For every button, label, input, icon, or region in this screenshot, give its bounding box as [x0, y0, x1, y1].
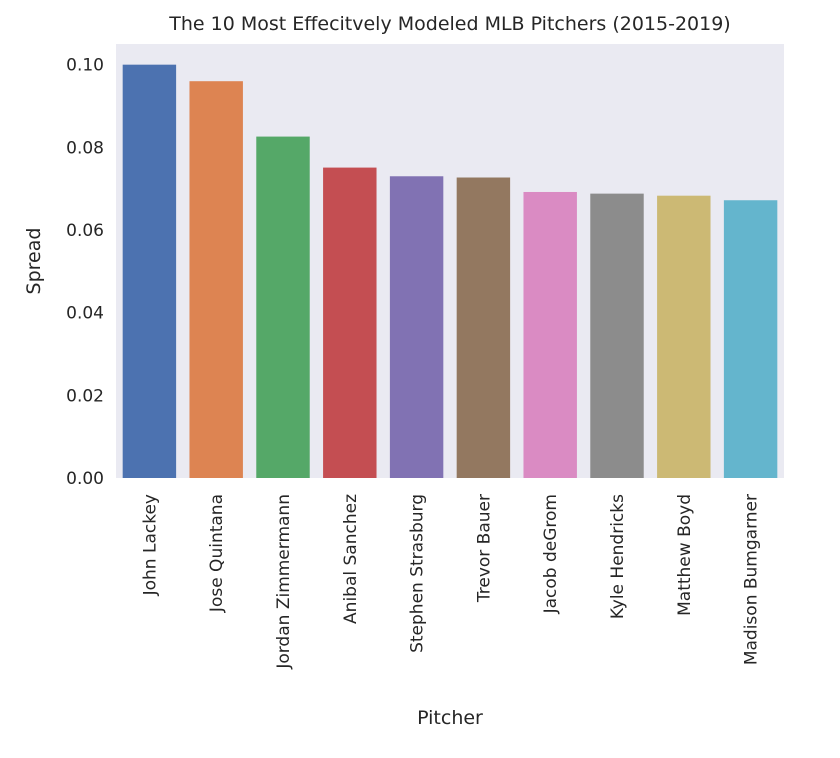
x-tick-label: Stephen Strasburg [408, 494, 428, 653]
x-tick-label: Jacob deGrom [541, 494, 561, 614]
bar-anibal-sanchez [323, 167, 377, 478]
x-tick-label: Kyle Hendricks [608, 494, 628, 619]
bar-kyle-hendricks [590, 193, 644, 479]
y-tick-label: 0.06 [66, 221, 104, 241]
x-tick-label: Jose Quintana [207, 494, 227, 613]
bar-jacob-degrom [523, 191, 577, 478]
bar-john-lackey [122, 64, 177, 479]
bar-stephen-strasburg [389, 176, 444, 478]
y-axis-ticks: 0.00 0.02 0.04 0.06 0.08 0.10 [66, 56, 104, 489]
bars-group [122, 64, 778, 479]
x-axis-ticks: John Lackey Jose Quintana Jordan Zimmerman… [140, 494, 761, 670]
bar-trevor-bauer [456, 177, 511, 479]
chart-title: The 10 Most Effecitvely Modeled MLB Pitc… [168, 13, 730, 35]
x-tick-label: Trevor Bauer [474, 494, 494, 603]
bar-matthew-boyd [657, 195, 711, 478]
x-axis-label: Pitcher [417, 707, 483, 729]
bar-jordan-zimmermann [256, 136, 310, 478]
bar-madison-bumgarner [723, 200, 778, 479]
y-tick-label: 0.02 [66, 386, 104, 406]
bar-jose-quintana [189, 81, 243, 478]
x-tick-label: Matthew Boyd [675, 494, 695, 616]
y-axis-label: Spread [23, 228, 45, 295]
y-tick-label: 0.10 [66, 56, 104, 76]
y-tick-label: 0.04 [66, 304, 104, 324]
y-tick-label: 0.00 [66, 469, 104, 489]
y-tick-label: 0.08 [66, 138, 104, 158]
x-tick-label: Anibal Sanchez [341, 494, 361, 624]
x-tick-label: John Lackey [140, 494, 160, 596]
x-tick-label: Madison Bumgarner [742, 494, 762, 665]
x-tick-label: Jordan Zimmermann [274, 494, 294, 670]
